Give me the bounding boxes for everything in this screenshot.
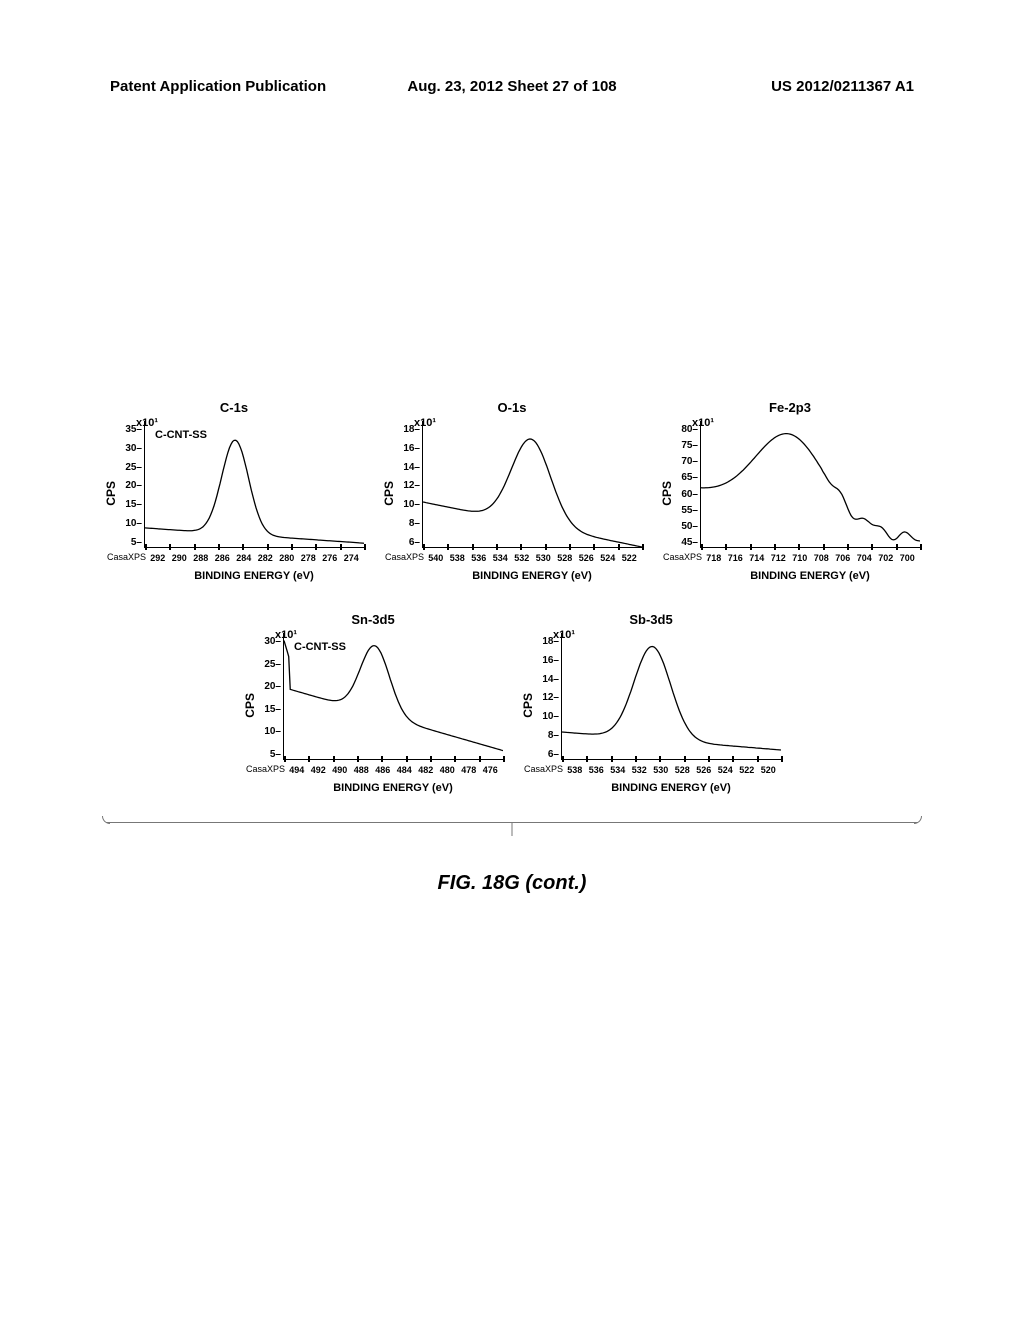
chart-o1s: O-1s x10¹CPS18–16–14–12–10–8–6–CasaXPS540… <box>382 400 642 582</box>
chart-body: x10¹CPS80–75–70–65–60–55–50–45–CasaXPS71… <box>660 421 920 566</box>
page-header: Patent Application Publication Aug. 23, … <box>0 78 1024 95</box>
x-axis-label: BINDING ENERGY (eV) <box>660 570 920 582</box>
x-axis-ticks: 538536534532530528526524522520 <box>562 765 781 775</box>
plot-area: C-CNT-SSCasaXPS2922902882862842822802782… <box>144 421 364 548</box>
x-axis-ticks: 540538536534532530528526524522 <box>423 553 642 563</box>
chart-c1s: C-1sx10¹CPS35–30–25–20–15–10–5–C-CNT-SSC… <box>104 400 364 582</box>
chart-title: Sn-3d5 <box>243 612 503 627</box>
y-axis-label: CPS <box>521 693 535 718</box>
chart-body: x10¹CPS18–16–14–12–10–8–6–CasaXPS5405385… <box>382 421 642 566</box>
chart-body: x10¹CPS18–16–14–12–10–8–6–CasaXPS5385365… <box>521 633 781 778</box>
y-axis-ticks: 35–30–25–20–15–10–5– <box>120 421 144 566</box>
sample-label: C-CNT-SS <box>155 429 207 441</box>
chart-fe2p3: Fe-2p3 x10¹CPS80–75–70–65–60–55–50–45–Cas… <box>660 400 920 582</box>
plot-area: CasaXPS538536534532530528526524522520 <box>561 633 781 760</box>
y-axis-ticks: 18–16–14–12–10–8–6– <box>398 421 422 566</box>
plot-area: CasaXPS718716714712710708706704702700 <box>700 421 920 548</box>
header-center: Aug. 23, 2012 Sheet 27 of 108 <box>407 78 616 95</box>
y-axis-label: CPS <box>243 693 257 718</box>
chart-row-2: Sn-3d5x10¹CPS30–25–20–15–10–5–C-CNT-SSCa… <box>100 612 924 794</box>
figure-caption: FIG. 18G (cont.) <box>100 872 924 895</box>
chart-row-1: C-1sx10¹CPS35–30–25–20–15–10–5–C-CNT-SSC… <box>100 400 924 582</box>
chart-sb3d5: Sb-3d5 x10¹CPS18–16–14–12–10–8–6–CasaXPS5… <box>521 612 781 794</box>
figure-18g: C-1sx10¹CPS35–30–25–20–15–10–5–C-CNT-SSC… <box>100 400 924 895</box>
casaxps-label: CasaXPS <box>107 552 146 562</box>
header-left: Patent Application Publication <box>110 78 326 95</box>
casaxps-label: CasaXPS <box>524 764 563 774</box>
sample-label: C-CNT-SS <box>294 641 346 653</box>
x-axis-ticks: 292290288286284282280278276274 <box>145 553 364 563</box>
chart-sn3d5: Sn-3d5x10¹CPS30–25–20–15–10–5–C-CNT-SSCa… <box>243 612 503 794</box>
y-axis-ticks: 80–75–70–65–60–55–50–45– <box>676 421 700 566</box>
x-axis-label: BINDING ENERGY (eV) <box>243 782 503 794</box>
chart-body: x10¹CPS35–30–25–20–15–10–5–C-CNT-SSCasaX… <box>104 421 364 566</box>
plot-area: C-CNT-SSCasaXPS4944924904884864844824804… <box>283 633 503 760</box>
casaxps-label: CasaXPS <box>246 764 285 774</box>
y-axis-ticks: 18–16–14–12–10–8–6– <box>537 633 561 778</box>
x-axis-ticks: 494492490488486484482480478476 <box>284 765 503 775</box>
x-axis-label: BINDING ENERGY (eV) <box>104 570 364 582</box>
x-axis-label: BINDING ENERGY (eV) <box>521 782 781 794</box>
y-axis-ticks: 30–25–20–15–10–5– <box>259 633 283 778</box>
y-axis-label: CPS <box>660 481 674 506</box>
chart-title: C-1s <box>104 400 364 415</box>
y-axis-label: CPS <box>382 481 396 506</box>
x-axis-ticks: 718716714712710708706704702700 <box>701 553 920 563</box>
casaxps-label: CasaXPS <box>663 552 702 562</box>
x-axis-label: BINDING ENERGY (eV) <box>382 570 642 582</box>
casaxps-label: CasaXPS <box>385 552 424 562</box>
brace <box>100 822 924 862</box>
chart-body: x10¹CPS30–25–20–15–10–5–C-CNT-SSCasaXPS4… <box>243 633 503 778</box>
chart-title: O-1s <box>382 400 642 415</box>
chart-title: Fe-2p3 <box>660 400 920 415</box>
y-axis-label: CPS <box>104 481 118 506</box>
header-right: US 2012/0211367 A1 <box>771 78 914 95</box>
chart-title: Sb-3d5 <box>521 612 781 627</box>
plot-area: CasaXPS540538536534532530528526524522 <box>422 421 642 548</box>
